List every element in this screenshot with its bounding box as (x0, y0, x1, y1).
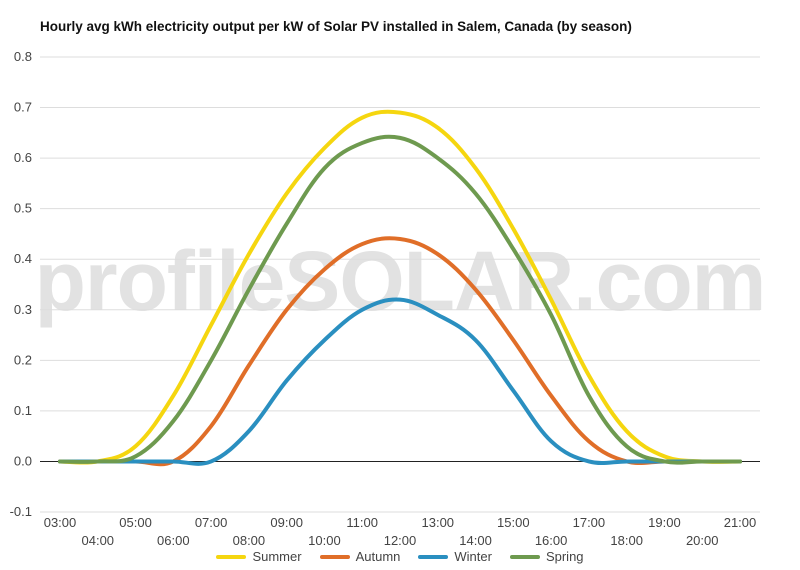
chart-title: Hourly avg kWh electricity output per kW… (40, 19, 632, 34)
y-tick-label: 0.2 (14, 352, 32, 367)
x-tick-label: 14:00 (459, 533, 492, 548)
y-tick-label: 0.5 (14, 201, 32, 216)
x-tick-label: 21:00 (724, 515, 757, 530)
x-tick-label: 15:00 (497, 515, 530, 530)
y-tick-label: 0.7 (14, 100, 32, 115)
y-tick-label: 0.8 (14, 49, 32, 64)
x-tick-label: 20:00 (686, 533, 719, 548)
x-tick-label: 16:00 (535, 533, 568, 548)
x-tick-label: 19:00 (648, 515, 681, 530)
y-tick-label: 0.6 (14, 150, 32, 165)
x-tick-label: 13:00 (422, 515, 455, 530)
y-tick-label: -0.1 (10, 504, 32, 519)
x-tick-label: 06:00 (157, 533, 190, 548)
x-tick-label: 12:00 (384, 533, 417, 548)
y-axis-ticks: 0.8 0.7 0.6 0.5 0.4 0.3 0.2 0.1 0.0 -0.1 (10, 49, 32, 519)
x-tick-label: 04:00 (82, 533, 115, 548)
x-tick-label: 10:00 (308, 533, 341, 548)
x-tick-label: 07:00 (195, 515, 228, 530)
legend-label: Winter (454, 549, 492, 564)
x-axis-ticks: 03:00 05:00 07:00 09:00 11:00 13:00 15:00 17:00… (44, 515, 757, 548)
x-tick-label: 17:00 (573, 515, 606, 530)
legend-label: Summer (252, 549, 302, 564)
legend-item-summer[interactable]: Summer (216, 549, 302, 564)
y-tick-label: 0.1 (14, 403, 32, 418)
series-lines (58, 109, 742, 467)
y-tick-label: 0.3 (14, 302, 32, 317)
legend-swatch (216, 554, 247, 559)
legend-swatch (418, 554, 449, 559)
x-tick-label: 03:00 (44, 515, 77, 530)
legend-item-spring[interactable]: Spring (509, 549, 584, 564)
x-tick-label: 08:00 (233, 533, 266, 548)
x-tick-label: 05:00 (119, 515, 152, 530)
series-line-summer (58, 109, 742, 465)
series-line-winter (58, 297, 742, 466)
legend-swatch (509, 554, 540, 559)
x-tick-label: 18:00 (610, 533, 643, 548)
x-tick-label: 09:00 (270, 515, 303, 530)
x-tick-label: 11:00 (346, 515, 378, 530)
legend-swatch (319, 554, 350, 559)
y-tick-label: 0.0 (14, 453, 32, 468)
legend-item-winter[interactable]: Winter (418, 549, 492, 564)
series-line-spring (58, 134, 742, 465)
legend: Summer Autumn Winter Spring (0, 549, 800, 564)
legend-label: Autumn (355, 549, 401, 564)
legend-item-autumn[interactable]: Autumn (319, 549, 401, 564)
watermark-text: profileSOLAR.com (35, 234, 766, 328)
y-tick-label: 0.4 (14, 251, 32, 266)
legend-label: Spring (545, 549, 584, 564)
